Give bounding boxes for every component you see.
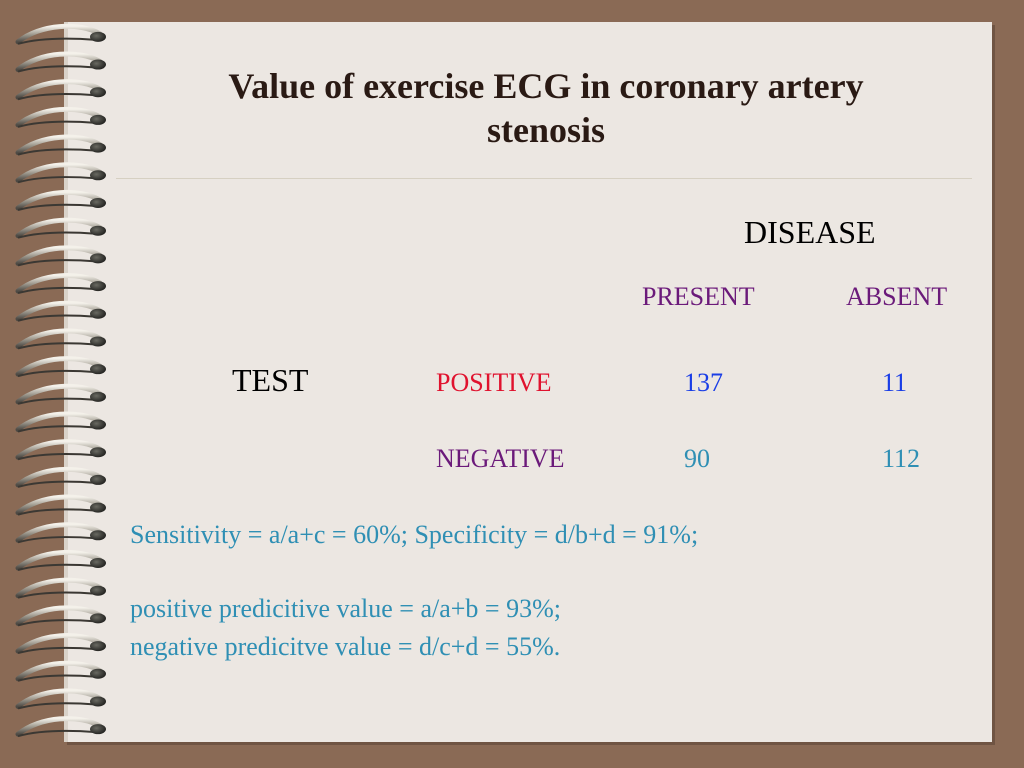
spiral-hole xyxy=(90,225,106,236)
spiral-hole xyxy=(90,170,106,181)
spiral-hole xyxy=(90,447,106,458)
spiral-hole xyxy=(90,198,106,208)
cell-positive-absent: 11 xyxy=(882,368,908,397)
spiral-hole xyxy=(90,724,106,735)
spiral-ring-shadow xyxy=(17,563,97,571)
sensitivity-specificity-text: Sensitivity = a/a+c = 60%; Specificity =… xyxy=(130,520,699,549)
spiral-ring-shadow xyxy=(17,342,97,350)
spiral-ring xyxy=(15,134,103,156)
spiral-ring-shadow xyxy=(17,591,97,599)
spiral-ring-shadow xyxy=(17,286,97,295)
spiral-hole xyxy=(90,114,106,125)
disease-header: DISEASE xyxy=(744,214,876,250)
spiral-ring-shadow xyxy=(17,425,97,433)
spiral-ring-shadow xyxy=(17,369,97,378)
spiral-ring-shadow xyxy=(17,536,97,544)
spiral-hole xyxy=(90,530,106,541)
spiral-ring xyxy=(15,411,103,433)
spiral-ring xyxy=(15,162,103,183)
spiral-hole xyxy=(90,474,106,485)
spiral-hole xyxy=(90,668,106,679)
spiral-hole xyxy=(90,59,106,70)
spiral-ring-shadow xyxy=(17,65,97,73)
spiral-ring xyxy=(15,79,103,100)
spiral-hole xyxy=(90,391,106,402)
spiral-ring xyxy=(15,549,103,571)
spiral-ring xyxy=(15,23,103,45)
negative-label: NEGATIVE xyxy=(436,444,565,473)
ppv-text: positive predicitive value = a/a+b = 93%… xyxy=(130,594,561,623)
spiral-binding-icon xyxy=(15,23,106,738)
spiral-hole xyxy=(90,87,106,98)
spiral-hole xyxy=(90,585,106,596)
spiral-ring-shadow xyxy=(17,259,97,267)
spiral-hole xyxy=(90,502,106,513)
spiral-ring-shadow xyxy=(17,120,97,128)
spiral-ring-shadow xyxy=(17,646,97,655)
spiral-ring-shadow xyxy=(17,729,97,738)
spiral-ring xyxy=(15,577,103,599)
title-line-2: stenosis xyxy=(486,110,606,150)
spiral-hole xyxy=(90,281,106,292)
title-divider xyxy=(116,178,972,179)
spiral-ring xyxy=(15,688,103,709)
cell-positive-present: 137 xyxy=(684,368,723,397)
spiral-hole xyxy=(90,308,106,319)
spiral-ring xyxy=(15,51,103,73)
spiral-ring-shadow xyxy=(17,314,97,322)
spiral-ring-shadow xyxy=(17,453,97,461)
spiral-hole xyxy=(90,419,106,430)
cell-negative-absent: 112 xyxy=(882,444,921,473)
spiral-hole xyxy=(90,336,106,347)
spiral-ring xyxy=(15,245,103,266)
spiral-ring-shadow xyxy=(17,397,97,405)
spiral-ring xyxy=(15,273,103,294)
npv-text: negative predicitve value = d/c+d = 55%. xyxy=(130,632,561,661)
spiral-ring-shadow xyxy=(17,148,97,156)
present-header: PRESENT xyxy=(642,282,755,311)
page-edge xyxy=(64,22,68,742)
spiral-ring xyxy=(15,217,103,239)
spiral-ring xyxy=(15,106,103,128)
spiral-ring xyxy=(15,660,103,682)
spiral-ring xyxy=(15,522,103,543)
cell-negative-present: 90 xyxy=(684,444,710,473)
spiral-ring xyxy=(15,300,103,322)
spiral-hole xyxy=(90,641,106,652)
spiral-ring-shadow xyxy=(17,508,97,516)
spiral-ring-shadow xyxy=(17,619,97,627)
spiral-ring xyxy=(15,439,103,460)
spiral-ring xyxy=(15,328,103,349)
spiral-ring xyxy=(15,494,103,516)
spiral-ring xyxy=(15,189,103,211)
spiral-hole xyxy=(90,31,106,42)
absent-header: ABSENT xyxy=(846,282,948,311)
test-label: TEST xyxy=(232,362,309,398)
spiral-hole xyxy=(90,142,106,153)
title-line-1: Value of exercise ECG in coronary artery xyxy=(228,66,864,106)
spiral-ring-shadow xyxy=(17,480,97,488)
positive-label: POSITIVE xyxy=(436,368,552,397)
spiral-ring xyxy=(15,716,103,737)
spiral-ring xyxy=(15,356,103,377)
spiral-ring-shadow xyxy=(17,203,97,211)
spiral-ring xyxy=(15,466,103,488)
spiral-hole xyxy=(90,696,106,707)
spiral-hole xyxy=(90,558,106,568)
spiral-ring-shadow xyxy=(17,674,97,682)
spiral-ring-shadow xyxy=(17,93,97,101)
notebook-page xyxy=(64,22,992,742)
spiral-ring xyxy=(15,383,103,405)
slide-title: Value of exercise ECG in coronary artery… xyxy=(68,64,1024,152)
spiral-ring-shadow xyxy=(17,231,97,239)
spiral-ring xyxy=(15,633,103,654)
spiral-hole xyxy=(90,613,106,624)
spiral-ring-shadow xyxy=(17,37,97,45)
spiral-ring-shadow xyxy=(17,176,97,184)
spiral-hole xyxy=(90,364,106,375)
spiral-hole xyxy=(90,253,106,264)
spiral-ring xyxy=(15,605,103,626)
spiral-ring-shadow xyxy=(17,702,97,710)
